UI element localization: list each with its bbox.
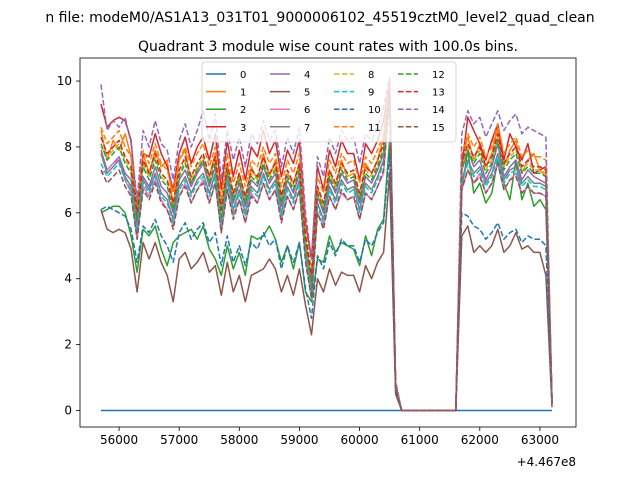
- x-tick-label: 56000: [100, 433, 138, 447]
- series-line-11: [100, 80, 553, 412]
- legend-label-7: 7: [304, 123, 310, 134]
- x-tick-label: 60000: [340, 433, 378, 447]
- x-offset-label: +4.467e8: [517, 455, 576, 469]
- series-line-15: [100, 100, 553, 412]
- legend-label-9: 9: [368, 88, 374, 99]
- series-line-3: [100, 80, 553, 412]
- series-line-9: [100, 96, 553, 412]
- x-tick-label: 63000: [521, 433, 559, 447]
- legend-label-14: 14: [432, 105, 445, 116]
- axes-frame: [79, 57, 577, 428]
- legend-label-3: 3: [240, 123, 246, 134]
- legend-label-8: 8: [368, 70, 374, 81]
- legend-label-5: 5: [304, 88, 310, 99]
- legend-label-11: 11: [368, 123, 381, 134]
- y-tick-label: 6: [64, 206, 72, 220]
- legend-label-4: 4: [304, 70, 310, 81]
- y-tick-label: 4: [64, 272, 72, 286]
- legend-label-12: 12: [432, 70, 445, 81]
- series-line-5: [100, 172, 553, 412]
- legend-label-6: 6: [304, 105, 310, 116]
- x-tick-label: 58000: [220, 433, 258, 447]
- series-line-10: [100, 152, 553, 412]
- plot-area: 56000 57000 58000 59000 60000 61000 62000 63000…: [57, 57, 577, 447]
- chart-title: Quadrant 3 module wise count rates with …: [138, 39, 518, 55]
- legend-label-10: 10: [368, 105, 381, 116]
- legend-label-13: 13: [432, 88, 445, 99]
- legend-label-15: 15: [432, 123, 445, 134]
- x-tick-label: 62000: [461, 433, 499, 447]
- series-line-2: [100, 139, 553, 412]
- legend-box: [201, 61, 457, 143]
- series-line-13: [100, 86, 553, 412]
- series-line-12: [100, 90, 553, 412]
- series-line-14: [100, 77, 553, 412]
- y-tick-label: 10: [57, 74, 72, 88]
- legend-label-0: 0: [240, 70, 246, 81]
- y-tick-label: 0: [64, 404, 72, 418]
- x-tick-label: 61000: [401, 433, 439, 447]
- y-tick-label: 2: [64, 338, 72, 352]
- legend-label-2: 2: [240, 105, 246, 116]
- x-tick-label: 57000: [160, 433, 198, 447]
- legend-label-1: 1: [240, 88, 246, 99]
- y-tick-label: 8: [64, 140, 72, 154]
- chart-suptitle: n file: modeM0/AS1A13_031T01_9000006102_…: [45, 10, 594, 26]
- x-tick-label: 59000: [280, 433, 318, 447]
